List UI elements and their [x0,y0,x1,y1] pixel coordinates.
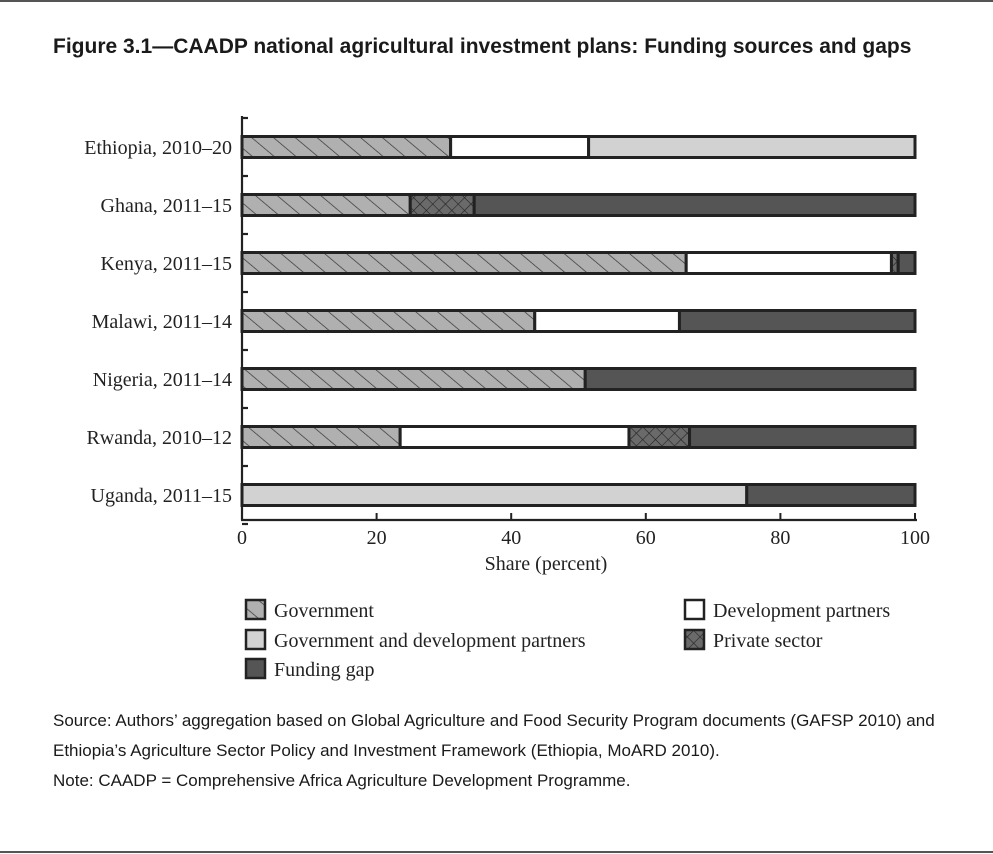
legend-swatch-development-partners [683,598,706,621]
bar-nigeria-2011-14-funding-gap [583,367,917,391]
bar-malawi-2011-14-government [240,309,537,333]
bar-ghana-2011-15-government [240,193,412,217]
category-labels: Ethiopia, 2010–20 Ghana, 2011–15 Kenya, 20… [84,137,232,507]
legend-label-funding-gap: Funding gap [274,659,375,681]
x-tick-label: 100 [900,527,930,549]
bar-rwanda-2010-12-development-partners [398,425,631,449]
bar-uganda-2011-15-government-and-development-partners [240,483,749,507]
bar-rwanda-2010-12-government [240,425,402,449]
x-ticks: 0 20 40 60 80 100 [237,513,930,549]
x-tick-label: 40 [501,527,521,549]
figure-title: Figure 3.1—CAADP national agricultural i… [53,35,912,58]
category-label-nigeria-2011-14: Nigeria, 2011–14 [93,369,232,391]
x-tick-label: 0 [237,527,247,549]
bar-ethiopia-2010-20-government [240,135,453,159]
bar-nigeria-2011-14-government [240,367,587,391]
x-tick-label: 60 [636,527,656,549]
bottom-rule [0,851,993,853]
abbreviation-note: Note: CAADP = Comprehensive Africa Agric… [53,771,631,790]
bar-ghana-2011-15-private-sector [408,193,476,217]
legend-label-government: Government [274,600,374,622]
bar-ethiopia-2010-20-government-and-development-partners [587,135,917,159]
legend-label-government-and-development-partners: Government and development partners [274,630,586,652]
legend-swatch-government [244,598,267,621]
bar-ghana-2011-15-funding-gap [472,193,917,217]
legend-swatch-government-and-development-partners [244,628,267,651]
category-label-malawi-2011-14: Malawi, 2011–14 [92,311,232,333]
legend-swatch-funding-gap [244,657,267,680]
category-label-ethiopia-2010-20: Ethiopia, 2010–20 [84,137,232,159]
category-label-uganda-2011-15: Uganda, 2011–15 [91,485,232,507]
legend-swatch-private-sector [683,628,706,651]
x-axis-label: Share (percent) [485,553,608,575]
legend-label-private-sector: Private sector [713,630,823,652]
bar-ethiopia-2010-20-development-partners [449,135,591,159]
bar-rwanda-2010-12-private-sector [627,425,692,449]
category-label-rwanda-2010-12: Rwanda, 2010–12 [86,427,232,449]
stacked-bar-chart: Ethiopia, 2010–20 Ghana, 2011–15 Kenya, 20… [84,116,930,681]
category-label-ghana-2011-15: Ghana, 2011–15 [101,195,232,217]
legend: Government Development partners Government… [244,598,890,681]
bar-malawi-2011-14-funding-gap [677,309,917,333]
bars [240,135,917,507]
source-note: Source: Authors’ aggregation based on Gl… [53,711,935,760]
bar-kenya-2011-15-government [240,251,688,275]
category-label-kenya-2011-15: Kenya, 2011–15 [101,253,232,275]
bar-kenya-2011-15-development-partners [684,251,893,275]
x-tick-label: 80 [770,527,790,549]
legend-label-development-partners: Development partners [713,600,890,622]
bar-rwanda-2010-12-funding-gap [688,425,917,449]
top-rule [0,0,993,2]
bar-kenya-2011-15-funding-gap [896,251,917,275]
figure-notes: Source: Authors’ aggregation based on Gl… [53,706,953,796]
bar-uganda-2011-15-funding-gap [745,483,917,507]
bar-malawi-2011-14-development-partners [533,309,681,333]
x-tick-label: 20 [367,527,387,549]
